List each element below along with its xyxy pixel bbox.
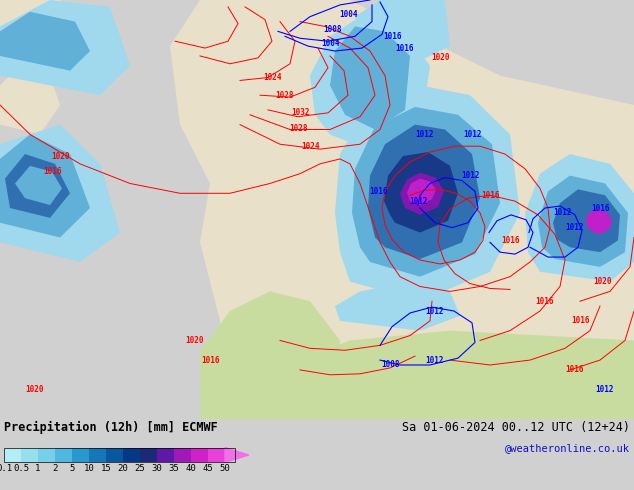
Text: 1016: 1016 [571, 317, 589, 325]
Bar [21, 447, 38, 463]
Text: 1012: 1012 [415, 130, 433, 139]
Bar [4, 447, 235, 463]
Polygon shape [0, 12, 90, 71]
Text: 1012: 1012 [426, 307, 444, 316]
Text: 1024: 1024 [262, 73, 281, 82]
Text: 1016: 1016 [369, 187, 387, 196]
Text: 2: 2 [53, 465, 58, 473]
Polygon shape [368, 124, 480, 259]
Bar [191, 447, 208, 463]
Polygon shape [280, 7, 380, 154]
Polygon shape [0, 0, 130, 95]
Text: 1012: 1012 [463, 130, 481, 139]
Text: 1024: 1024 [301, 142, 320, 151]
Polygon shape [225, 447, 249, 463]
Polygon shape [384, 152, 458, 233]
Text: 1020: 1020 [593, 277, 611, 286]
Text: 15: 15 [101, 465, 112, 473]
Text: 1028: 1028 [276, 91, 294, 99]
Text: 1012: 1012 [596, 385, 614, 394]
Bar [140, 447, 157, 463]
Text: 1016: 1016 [201, 356, 219, 365]
Polygon shape [335, 85, 520, 301]
Polygon shape [0, 66, 60, 134]
Text: Precipitation (12h) [mm] ECMWF: Precipitation (12h) [mm] ECMWF [4, 421, 217, 434]
Text: 1012: 1012 [553, 208, 571, 218]
Polygon shape [355, 0, 450, 61]
Text: 20: 20 [118, 465, 128, 473]
Polygon shape [0, 134, 90, 238]
Text: 0.1: 0.1 [0, 465, 12, 473]
Text: 30: 30 [152, 465, 162, 473]
Text: 35: 35 [169, 465, 179, 473]
Polygon shape [538, 175, 628, 267]
Text: 1016: 1016 [42, 167, 61, 176]
Text: 1004: 1004 [321, 39, 339, 48]
Text: 1016: 1016 [566, 366, 585, 374]
Polygon shape [170, 0, 634, 419]
Polygon shape [400, 172, 444, 215]
Polygon shape [0, 124, 120, 262]
Text: @weatheronline.co.uk: @weatheronline.co.uk [505, 442, 630, 453]
Text: 45: 45 [203, 465, 214, 473]
Polygon shape [525, 154, 634, 282]
Polygon shape [335, 282, 460, 331]
Bar [89, 447, 106, 463]
Text: 1016: 1016 [536, 297, 554, 306]
Polygon shape [300, 331, 634, 419]
Text: 1020: 1020 [430, 53, 450, 62]
Text: 1016: 1016 [396, 44, 414, 52]
Text: 1020: 1020 [26, 385, 44, 394]
Text: 0.5: 0.5 [13, 465, 29, 473]
Text: 1012: 1012 [566, 223, 585, 232]
Bar [55, 447, 72, 463]
Polygon shape [210, 124, 270, 213]
Text: Sa 01-06-2024 00..12 UTC (12+24): Sa 01-06-2024 00..12 UTC (12+24) [402, 421, 630, 434]
Bar [123, 447, 140, 463]
Bar [174, 447, 191, 463]
Text: 1: 1 [36, 465, 41, 473]
Text: 1016: 1016 [383, 32, 401, 41]
Text: 25: 25 [134, 465, 145, 473]
Polygon shape [200, 292, 340, 419]
Polygon shape [330, 26, 410, 129]
Text: 5: 5 [69, 465, 75, 473]
Text: 1012: 1012 [426, 356, 444, 365]
Bar [4, 447, 21, 463]
Text: 1020: 1020 [51, 151, 69, 161]
Text: 40: 40 [186, 465, 197, 473]
Text: 50: 50 [219, 465, 230, 473]
Polygon shape [407, 178, 436, 205]
Polygon shape [553, 189, 620, 252]
Polygon shape [352, 107, 500, 277]
Text: 1016: 1016 [591, 203, 609, 213]
Bar [72, 447, 89, 463]
Bar [38, 447, 55, 463]
Text: 10: 10 [84, 465, 94, 473]
Polygon shape [586, 209, 612, 235]
Text: 1004: 1004 [339, 10, 357, 19]
Text: 1020: 1020 [186, 336, 204, 345]
Polygon shape [310, 17, 430, 154]
Polygon shape [15, 166, 62, 205]
Text: 1032: 1032 [291, 108, 309, 117]
Bar [106, 447, 123, 463]
Polygon shape [0, 0, 80, 56]
Text: 1012: 1012 [409, 196, 427, 206]
Polygon shape [5, 154, 70, 218]
Text: 1008: 1008 [381, 361, 399, 369]
Text: 1016: 1016 [501, 236, 519, 245]
Text: 1028: 1028 [288, 124, 307, 133]
Bar [208, 447, 225, 463]
Text: 1016: 1016 [481, 191, 499, 200]
Text: 1012: 1012 [461, 171, 479, 180]
Bar [157, 447, 174, 463]
Text: 1008: 1008 [323, 25, 341, 34]
